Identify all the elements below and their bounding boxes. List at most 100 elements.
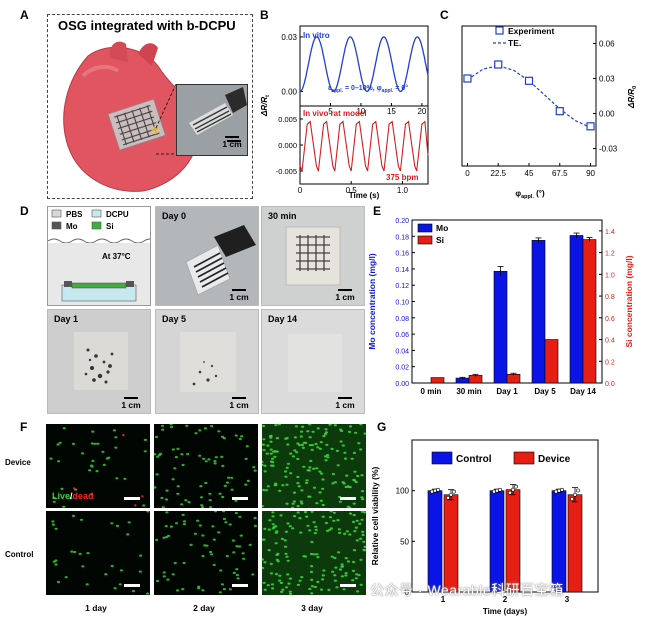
f-live-cell xyxy=(241,552,245,555)
f-dead-cell xyxy=(122,433,125,437)
d-schematic: PBS DCPU Mo Si At 37°C xyxy=(47,206,157,306)
f-live-cell xyxy=(300,443,304,447)
f-micrograph xyxy=(262,424,366,508)
g-ytick-label: 100 xyxy=(396,487,410,496)
f-live-cell xyxy=(305,481,309,484)
f-live-cell xyxy=(269,440,273,443)
f-day-2: 2 day xyxy=(193,603,215,613)
f-live-cell xyxy=(284,552,288,555)
f-live-cell xyxy=(213,462,217,465)
f-live-cell xyxy=(70,550,74,553)
f-live-cell xyxy=(199,485,203,488)
f-live-cell xyxy=(336,464,340,467)
f-live-cell xyxy=(275,553,279,556)
f-row-control: Control xyxy=(5,550,34,559)
f-live-cell xyxy=(185,424,189,427)
f-micrograph xyxy=(262,511,366,595)
e-left-tick-label: 0.08 xyxy=(395,316,409,323)
c-point xyxy=(586,122,595,131)
f-live-cell xyxy=(306,524,310,527)
d-photo-day1: Day 1 1 cm xyxy=(47,309,151,414)
f-live-cell xyxy=(324,521,328,525)
f-live-cell xyxy=(309,552,313,556)
f-live-cell xyxy=(157,453,161,457)
f-live-cell xyxy=(90,442,94,445)
f-live-cell xyxy=(344,557,348,560)
f-live-cell xyxy=(182,523,186,526)
f-live-cell xyxy=(127,521,131,524)
d-photo-day1-scale-text: 1 cm xyxy=(121,400,141,410)
f-live-cell xyxy=(308,436,312,439)
e-category-label: Day 14 xyxy=(570,387,596,396)
f-live-cell xyxy=(222,588,226,591)
f-live-cell xyxy=(231,539,235,542)
f-live-cell xyxy=(315,502,319,505)
c-point xyxy=(494,60,503,69)
f-live-cell xyxy=(176,485,180,488)
f-live-cell xyxy=(274,482,278,485)
f-live-cell xyxy=(51,523,55,526)
f-live-cell xyxy=(96,442,100,445)
f-live-cell xyxy=(274,573,279,576)
f-live-cell xyxy=(269,460,274,463)
f-live-cell xyxy=(244,457,248,460)
f-live-cell xyxy=(262,558,265,561)
f-live-cell xyxy=(164,536,169,539)
f-live-cell xyxy=(235,568,239,571)
f-live-cell xyxy=(201,534,205,537)
f-live-cell xyxy=(301,425,305,428)
c-point xyxy=(555,107,564,116)
f-live-cell xyxy=(321,487,325,490)
f-live-cell xyxy=(362,540,366,543)
f-live-cell xyxy=(356,590,360,593)
legend-swatch-pbs xyxy=(51,209,62,218)
f-live-cell xyxy=(328,528,332,531)
f-live-cell xyxy=(281,484,285,487)
f-live-cell xyxy=(312,553,316,556)
f-live-cell xyxy=(316,556,320,559)
f-live-cell xyxy=(354,431,358,434)
f-live-cell xyxy=(360,518,364,521)
f-live-cell xyxy=(311,430,315,433)
f-live-cell xyxy=(280,537,284,540)
f-live-cell xyxy=(322,434,326,438)
f-live-cell xyxy=(342,588,346,591)
f-live-cell xyxy=(310,565,314,568)
g-category-label: 1 xyxy=(441,595,446,604)
f-live-cell xyxy=(228,523,232,526)
f-live-cell xyxy=(352,502,356,505)
g-ytick-label: 0 xyxy=(405,588,410,597)
f-live-cell xyxy=(354,480,358,484)
f-live-cell xyxy=(222,517,226,521)
f-live-cell xyxy=(238,515,242,518)
panel-label-c: C xyxy=(440,8,449,22)
f-live-cell xyxy=(230,488,234,491)
f-live-cell xyxy=(344,574,348,577)
f-live-cell xyxy=(289,452,293,455)
f-live-cell xyxy=(314,442,318,446)
f-live-cell xyxy=(263,470,267,473)
f-live-cell xyxy=(85,583,89,586)
f-live-cell xyxy=(296,482,300,485)
f-live-cell xyxy=(167,534,171,537)
f-live-cell xyxy=(160,496,164,500)
c-legend-theory: TE. xyxy=(508,38,521,48)
f-scale-bar xyxy=(124,584,140,587)
d-photo-day14-caption: Day 14 xyxy=(268,314,298,324)
d-photo-day0: Day 0 1 cm xyxy=(155,206,259,306)
f-live-cell xyxy=(209,550,213,554)
f-live-cell xyxy=(359,448,363,451)
f-live-cell xyxy=(235,574,239,577)
f-live-cell xyxy=(201,506,205,508)
f-live-cell xyxy=(212,538,216,541)
f-live-cell xyxy=(323,455,328,458)
panel-label-f: F xyxy=(20,420,28,434)
f-live-cell xyxy=(357,574,361,577)
f-live-cell xyxy=(138,570,142,573)
f-live-cell xyxy=(222,511,226,513)
device-photo xyxy=(176,84,248,156)
f-live-cell xyxy=(209,506,213,508)
f-live-cell xyxy=(330,555,334,558)
b-bottom-series xyxy=(299,120,429,172)
f-live-cell xyxy=(239,534,243,537)
